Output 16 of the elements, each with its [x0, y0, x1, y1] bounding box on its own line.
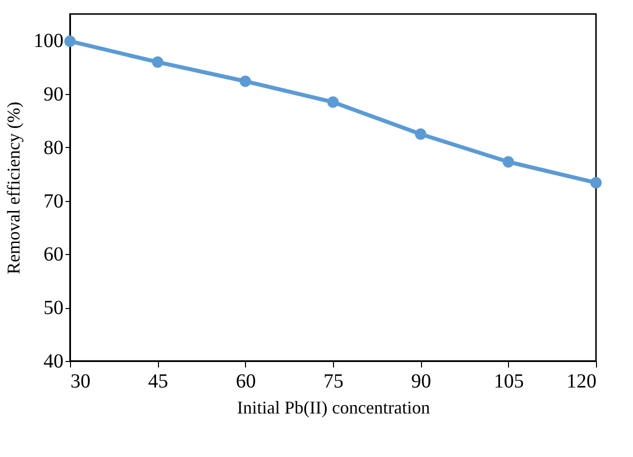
x-tick-label: 75: [324, 370, 344, 392]
x-tick-label: 105: [494, 370, 524, 392]
y-tick-label: 60: [44, 244, 64, 266]
x-tick-label: 45: [148, 370, 168, 392]
x-tick-label: 120: [566, 370, 596, 392]
y-axis-title: Removal efficiency (%): [4, 102, 24, 274]
y-tick-label: 80: [44, 136, 64, 159]
y-tick-label: 70: [44, 190, 64, 212]
x-tick-label: 90: [411, 370, 432, 392]
x-tick-label: 30: [70, 370, 90, 392]
y-tick-label: 90: [44, 84, 64, 106]
x-axis-title: Initial Pb(II) concentration: [237, 398, 430, 418]
y-tick-label: 40: [44, 350, 64, 372]
y-tick-label: 100: [34, 30, 64, 52]
x-tick-label: 60: [236, 370, 256, 392]
y-tick-label: 50: [44, 297, 64, 320]
